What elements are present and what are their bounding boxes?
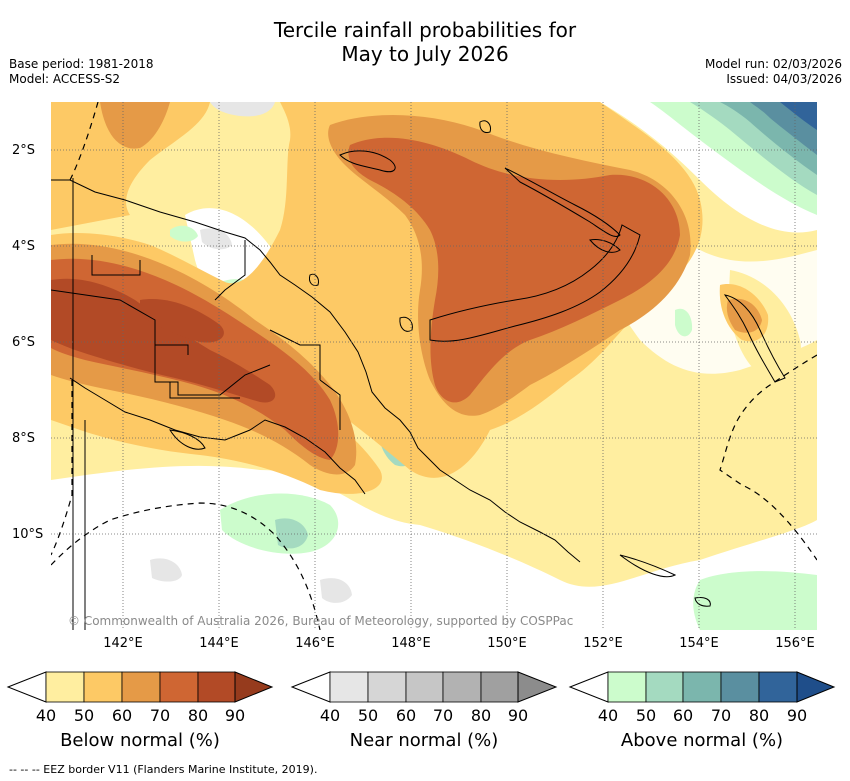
lat-label: 10°S [12, 527, 44, 542]
colorbar-swatch [645, 671, 684, 703]
colorbar-title-near: Near normal (%) [349, 730, 499, 751]
lon-label: 150°E [487, 636, 527, 651]
eez-footnote: -- -- -- EEZ border V11 (Flanders Marine… [9, 763, 318, 776]
map-title-line2: May to July 2026 [341, 42, 509, 66]
colorbar-over-arrow [517, 671, 558, 703]
lon-label: 148°E [391, 636, 431, 651]
colorbar-under-arrow [568, 671, 609, 703]
colorbar-swatch [45, 671, 85, 703]
colorbar-swatch [480, 671, 519, 703]
colorbar-under-arrow [290, 671, 331, 703]
map-credit: © Commonwealth of Australia 2026, Bureau… [68, 614, 574, 628]
colorbar-under-arrow [6, 671, 47, 703]
colorbar-tick: 70 [710, 706, 732, 725]
colorbar-tick: 70 [432, 706, 454, 725]
map-plot-area [51, 102, 817, 630]
above-normal-south-east [693, 571, 817, 630]
colorbar-tick: 40 [35, 706, 57, 725]
near-normal-blob [200, 228, 232, 250]
colorbar-tick: 90 [786, 706, 808, 725]
colorbar-swatch [720, 671, 760, 703]
above-normal-ne-90 [780, 102, 817, 130]
colorbar-title-above: Above normal (%) [620, 730, 784, 751]
colorbar-tick: 40 [597, 706, 619, 725]
colorbar-tick: 60 [672, 706, 694, 725]
colorbar-swatch [83, 671, 123, 703]
colorbar-tick: 80 [470, 706, 492, 725]
lon-label: 154°E [679, 636, 719, 651]
colorbar-tick: 50 [635, 706, 657, 725]
colorbar-below-normal [6, 671, 274, 703]
colorbar-swatch [159, 671, 199, 703]
map-title: Tercile rainfall probabilities for May t… [0, 18, 850, 66]
colorbar-swatch [442, 671, 482, 703]
below-normal-60-nw [100, 102, 170, 149]
below-normal-70-main [348, 137, 680, 403]
colorbar-swatch [367, 671, 407, 703]
lon-label: 142°E [103, 636, 143, 651]
lat-label: 2°S [12, 143, 36, 158]
issued-date: Issued: 04/03/2026 [726, 72, 842, 86]
coastlines [51, 120, 786, 630]
colorbar-swatch [329, 671, 369, 703]
colorbar-tick: 90 [224, 706, 246, 725]
model-name: Model: ACCESS-S2 [9, 72, 121, 86]
colorbar-tick: 80 [187, 706, 209, 725]
colorbar-swatch [197, 671, 236, 703]
model-run-date: Model run: 02/03/2026 [704, 57, 842, 71]
lon-label: 156°E [775, 636, 815, 651]
colorbar-over-arrow [796, 671, 836, 703]
colorbar-tick: 60 [395, 706, 417, 725]
colorbar-above-normal [568, 671, 836, 703]
colorbar-tick: 50 [73, 706, 95, 725]
colorbar-tick: 40 [319, 706, 341, 725]
above-normal-west [170, 225, 198, 242]
colorbar-swatch [405, 671, 444, 703]
graticule [51, 102, 817, 630]
lat-label: 6°S [12, 335, 36, 350]
map-title-line1: Tercile rainfall probabilities for [273, 18, 577, 42]
below-normal-80-west [51, 278, 276, 403]
colorbar-over-arrow [234, 671, 274, 703]
colorbar-tick: 80 [748, 706, 770, 725]
below-normal-60-east-island [726, 298, 762, 333]
lat-label: 8°S [12, 431, 36, 446]
base-period: Base period: 1981-2018 [9, 57, 154, 71]
meta-right: Model run: 02/03/2026 Issued: 04/03/2026 [705, 57, 842, 87]
near-normal-blob [210, 102, 275, 117]
lat-label: 4°S [12, 239, 36, 254]
colorbar-tick: 70 [149, 706, 171, 725]
meta-left: Base period: 1981-2018 Model: ACCESS-S2 [9, 57, 154, 87]
colorbar-near-normal [290, 671, 558, 703]
colorbar-swatch [682, 671, 722, 703]
below-normal-50-nw [51, 102, 210, 230]
colorbar-title-below: Below normal (%) [60, 730, 220, 751]
above-normal-60-south [275, 518, 308, 549]
above-normal-east [675, 308, 693, 337]
near-normal-blob [150, 558, 182, 582]
lon-label: 146°E [295, 636, 335, 651]
near-normal-blob [320, 578, 352, 603]
colorbar-swatch [121, 671, 161, 703]
colorbar-swatch [607, 671, 647, 703]
below-normal-80-core [140, 299, 224, 343]
colorbar-tick: 60 [111, 706, 133, 725]
colorbar-tick: 50 [357, 706, 379, 725]
lon-label: 144°E [199, 636, 239, 651]
colorbar-tick: 90 [507, 706, 529, 725]
eez-borders [51, 102, 817, 630]
province-borders [51, 178, 341, 630]
lon-label: 152°E [583, 636, 623, 651]
colorbar-swatch [758, 671, 798, 703]
